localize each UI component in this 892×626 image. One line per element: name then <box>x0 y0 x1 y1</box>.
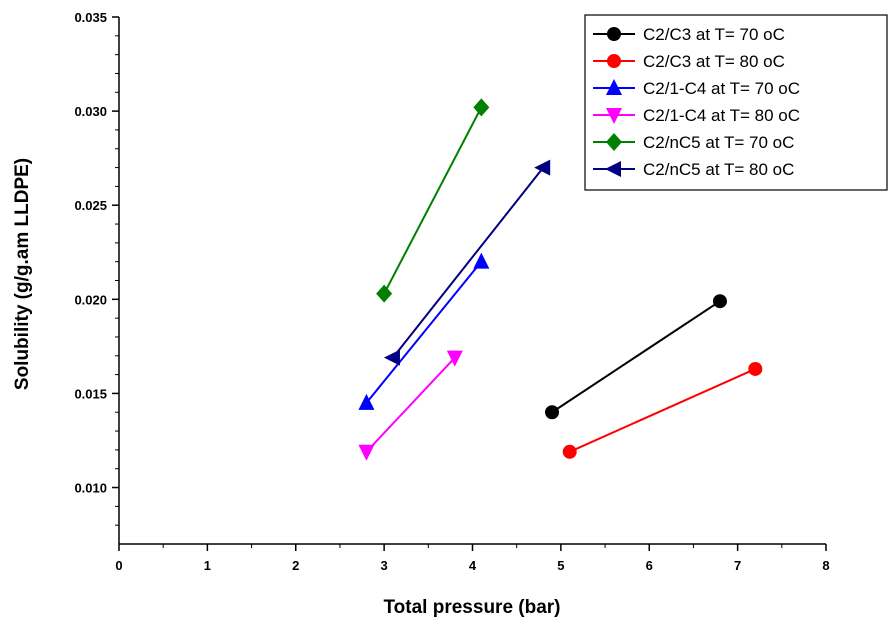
legend-label: C2/nC5 at T= 70 oC <box>643 133 794 152</box>
series-3 <box>358 252 490 410</box>
data-point <box>473 252 490 269</box>
x-tick-label: 6 <box>646 558 653 573</box>
legend-marker <box>606 79 622 95</box>
x-tick-label: 3 <box>381 558 388 573</box>
x-tick-label: 2 <box>292 558 299 573</box>
y-tick-label: 0.030 <box>74 104 107 119</box>
x-tick-label: 0 <box>115 558 122 573</box>
data-point <box>383 349 400 366</box>
legend: C2/C3 at T= 70 oC C2/C3 at T= 80 oC C2/1-C… <box>584 14 888 191</box>
series-layer <box>358 98 763 461</box>
series-line <box>383 106 483 295</box>
series-5 <box>376 98 490 303</box>
series-line <box>569 368 756 453</box>
x-tick-label: 5 <box>557 558 564 573</box>
series-line <box>365 261 483 404</box>
y-tick-label: 0.010 <box>74 481 107 496</box>
data-point <box>446 350 463 367</box>
legend-label: C2/nC5 at T= 80 oC <box>643 160 794 179</box>
y-tick-label: 0.015 <box>74 386 107 401</box>
legend-box <box>584 14 888 191</box>
x-tick-label: 1 <box>204 558 211 573</box>
series-4 <box>358 350 463 461</box>
legend-entry: C2/1-C4 at T= 80 oC <box>593 106 800 125</box>
data-point <box>358 393 375 410</box>
legend-marker <box>607 54 621 68</box>
y-axis-title: Solubility (g/g.am LLDPE) <box>12 158 33 390</box>
series-2 <box>562 361 763 459</box>
data-point <box>748 361 763 376</box>
series-line <box>365 356 456 453</box>
y-tick-label: 0.035 <box>74 10 107 25</box>
y-tick-label: 0.025 <box>74 198 107 213</box>
data-point <box>534 159 551 176</box>
x-tick-label: 4 <box>469 558 477 573</box>
legend-entry: C2/nC5 at T= 80 oC <box>593 160 794 179</box>
series-1 <box>545 294 727 420</box>
legend-label: C2/C3 at T= 80 oC <box>643 52 785 71</box>
legend-label: C2/1-C4 at T= 70 oC <box>643 79 800 98</box>
data-point <box>562 444 577 459</box>
axes: 0 1 2 3 4 5 6 7 8 0.010 0.015 0.020 0.025 0.030 0.035 <box>74 10 829 573</box>
legend-label: C2/C3 at T= 70 oC <box>643 25 785 44</box>
series-line <box>392 166 544 359</box>
legend-entry: C2/nC5 at T= 70 oC <box>593 133 794 152</box>
series-line <box>551 300 721 414</box>
x-tick-label: 8 <box>822 558 829 573</box>
data-point <box>358 444 375 461</box>
legend-entry: C2/C3 at T= 70 oC <box>593 25 785 44</box>
data-point <box>545 405 560 420</box>
x-tick-label: 7 <box>734 558 741 573</box>
legend-entry: C2/1-C4 at T= 70 oC <box>593 79 800 98</box>
data-point <box>473 98 490 117</box>
legend-marker <box>605 161 621 177</box>
legend-marker <box>606 133 622 151</box>
legend-entry: C2/C3 at T= 80 oC <box>593 52 785 71</box>
legend-label: C2/1-C4 at T= 80 oC <box>643 106 800 125</box>
y-tick-label: 0.020 <box>74 292 107 307</box>
data-point <box>712 294 727 309</box>
data-point <box>376 284 393 303</box>
x-axis-title: Total pressure (bar) <box>383 597 560 618</box>
legend-marker <box>607 27 621 41</box>
series-6 <box>383 159 551 366</box>
legend-marker <box>606 108 622 124</box>
